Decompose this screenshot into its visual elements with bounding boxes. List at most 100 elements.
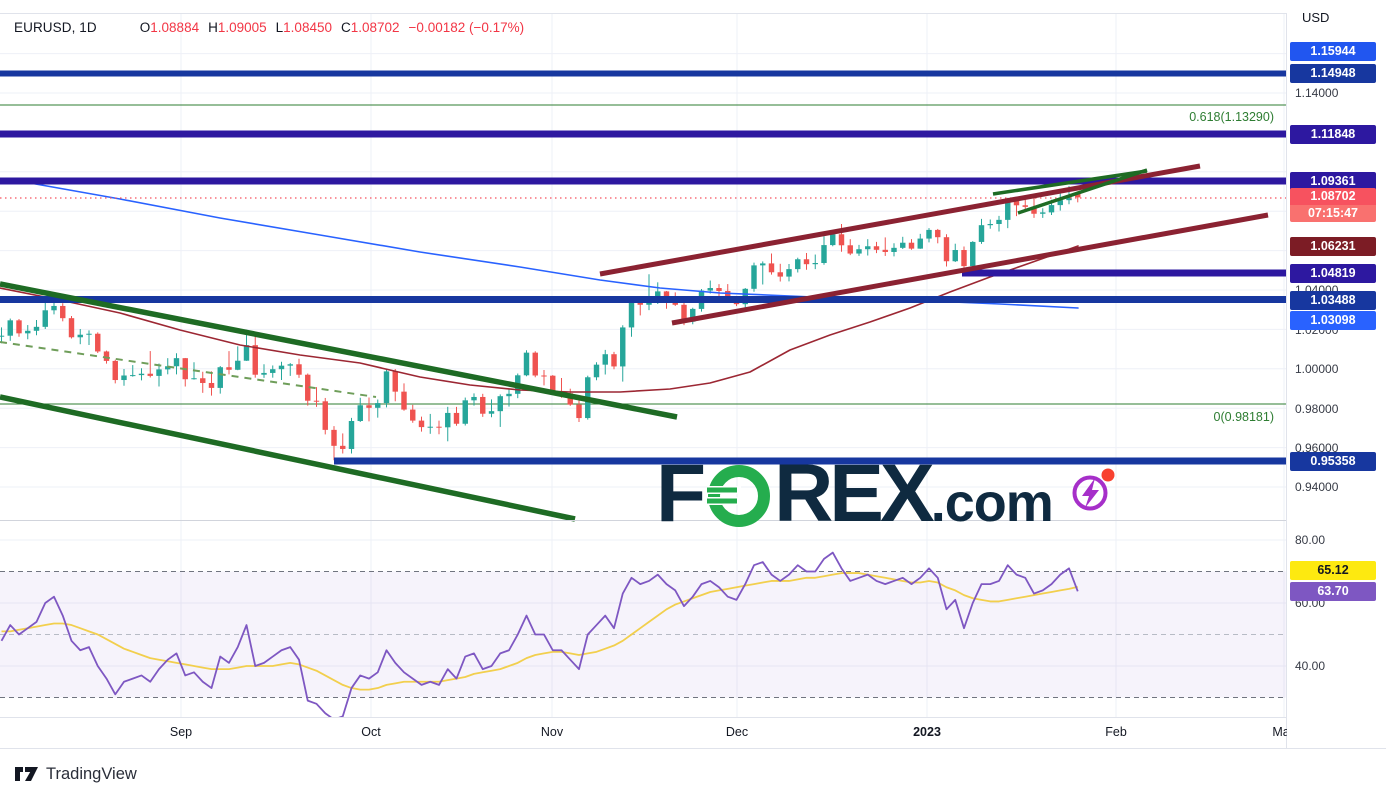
candle-body (278, 365, 285, 370)
candle-body (480, 396, 486, 414)
candle-body (383, 371, 390, 404)
candle-body (427, 426, 433, 428)
candle-body (252, 345, 258, 375)
candle-body (935, 229, 941, 238)
time-tick-nov: Nov (540, 725, 564, 739)
candle-body (847, 245, 853, 254)
axis-mask (0, 717, 1386, 794)
candle-body (375, 403, 381, 408)
candle-body (891, 247, 897, 252)
price-level-label: 1.03098 (1290, 310, 1376, 330)
candle-body (1031, 206, 1037, 214)
candle-body (488, 411, 495, 414)
candle-body (760, 263, 766, 266)
candle-body (436, 426, 442, 428)
candle-body (961, 250, 967, 267)
ascending-channel-lower[interactable] (671, 212, 1269, 326)
forex-euro-o-icon (707, 465, 771, 527)
candle-body (313, 400, 320, 402)
change-readout: −0.00182 (−0.17%) (408, 20, 525, 35)
price-level-label: 65.12 (1290, 560, 1376, 580)
price-axis[interactable]: USD 1.140001.040001.020001.000000.980000… (1287, 0, 1386, 748)
candle-body (917, 238, 923, 249)
candle-body (226, 367, 232, 370)
price-level-label: 1.03488 (1290, 290, 1376, 310)
candle-body (970, 241, 976, 267)
symbol-title[interactable]: EURUSD, 1D (14, 20, 97, 35)
rising-wedge-upper[interactable] (992, 169, 1148, 196)
candle-body (900, 242, 906, 248)
ohlc-value: 1.09005 (217, 20, 267, 35)
price-tick: 80.00 (1295, 533, 1326, 547)
candle-body (707, 288, 713, 291)
ohlc-key: H (208, 20, 218, 35)
time-tick-ma: Ma (1272, 725, 1290, 739)
ohlc-key: C (340, 20, 351, 35)
candle-body (611, 354, 617, 367)
candle-body (296, 364, 302, 375)
candle-body (147, 373, 153, 376)
candle-body (130, 375, 136, 377)
candle-body (208, 382, 215, 388)
candle-body (270, 369, 276, 373)
candle-body (340, 445, 346, 449)
candle-body (812, 263, 818, 265)
candle-body (978, 225, 985, 242)
candle-body (42, 310, 48, 327)
candle-body (51, 305, 57, 311)
candle-body (716, 288, 722, 291)
candle-body (1048, 205, 1055, 213)
candle-body (1075, 193, 1081, 198)
candle-body (305, 374, 311, 401)
candle-body (803, 259, 810, 265)
rising-wedge-lower[interactable] (1017, 168, 1148, 215)
symbol-legend: EURUSD, 1D O1.08884 H1.09005 L1.08450 C1.087… (14, 20, 524, 35)
candle-body (401, 391, 407, 410)
candle-body (357, 405, 363, 422)
candle-body (786, 269, 792, 277)
candle-body (235, 360, 241, 370)
candle-body (191, 378, 197, 380)
fib-label: 0(0.98181) (1213, 410, 1274, 424)
candle-body (95, 333, 101, 352)
price-level-label: 63.70 (1290, 581, 1376, 601)
candle-body (331, 429, 337, 446)
time-tick-oct: Oct (361, 725, 381, 739)
candle-body (156, 369, 162, 376)
descending-channel-lower[interactable] (0, 394, 576, 522)
descending-channel-upper[interactable] (0, 281, 678, 420)
watermark-letter-f: F (656, 448, 706, 539)
candle-body (602, 354, 608, 365)
tradingview-logo-icon (15, 767, 38, 781)
price-level-label: 1.14948 (1290, 63, 1376, 83)
candle-body (217, 367, 223, 388)
forex-com-watermark: F REX.com (656, 453, 1115, 535)
time-tick-sep: Sep (169, 725, 193, 739)
price-tick: 1.14000 (1295, 86, 1339, 100)
lightning-bolt-icon (1072, 468, 1115, 511)
candle-body (410, 409, 416, 421)
candle-body (882, 249, 888, 252)
footer-branding: TradingView (14, 762, 137, 786)
candle-body (943, 237, 950, 262)
candle-body (865, 246, 871, 250)
ohlc-key: L (275, 20, 284, 35)
candle-body (418, 420, 425, 428)
ohlc-readout: O1.08884 H1.09005 L1.08450 C1.08702 (131, 20, 400, 35)
candle-body (7, 320, 13, 336)
price-tick: 1.00000 (1295, 362, 1339, 376)
candle-body (121, 375, 127, 381)
candle-body (620, 327, 626, 367)
candle-body (996, 219, 1002, 225)
candle-body (908, 242, 915, 249)
candle-body (16, 320, 22, 334)
descending-channel-mid[interactable] (0, 341, 377, 398)
time-tick-2023: 2023 (913, 725, 941, 739)
watermark-dotcom: .com (930, 473, 1054, 533)
tradingview-brand-link[interactable]: TradingView (46, 764, 137, 783)
time-axis[interactable]: Sep Oct Nov Dec 2023 Feb Ma (0, 718, 1386, 748)
candle-body (243, 345, 250, 361)
rsi-line[interactable] (0, 551, 1079, 721)
candle-body (768, 263, 775, 273)
